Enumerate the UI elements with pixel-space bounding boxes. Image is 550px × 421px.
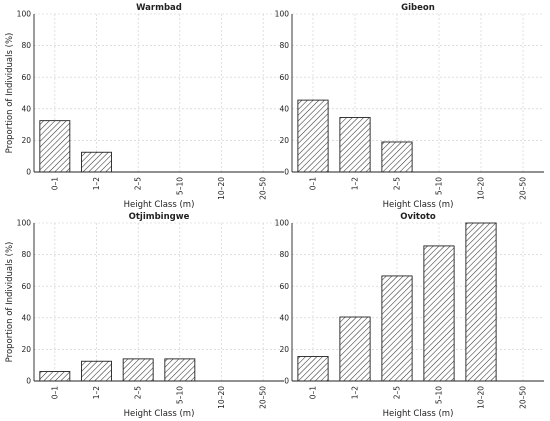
y-tick-label: 20	[279, 345, 289, 354]
y-tick-label: 80	[279, 250, 289, 259]
x-tick-label: 5–10	[435, 177, 444, 195]
y-tick-label: 40	[21, 104, 31, 113]
y-tick-label: 0	[284, 377, 289, 386]
x-tick-label: 10–20	[477, 177, 486, 200]
y-tick-label: 20	[21, 136, 31, 145]
bar	[297, 99, 329, 173]
bar	[81, 151, 112, 173]
chart-title: Otjimbingwe	[129, 212, 190, 222]
bar	[39, 120, 71, 173]
x-axis-label: Height Class (m)	[124, 409, 195, 419]
y-tick-label: 60	[279, 282, 289, 291]
y-tick-label: 60	[21, 282, 31, 291]
chart-panel: 0 20 40 60 80 100 0–1 1–2 2–5 5–10 10–20 20–50 Ovito…	[275, 212, 544, 419]
x-axis-label: Height Class (m)	[383, 200, 454, 210]
bar	[122, 358, 154, 382]
y-tick-label: 100	[275, 10, 290, 19]
y-tick-label: 100	[17, 10, 32, 19]
x-tick-label: 2–5	[134, 386, 143, 400]
x-tick-label: 20–50	[259, 177, 268, 200]
x-tick-label: 5–10	[175, 177, 184, 195]
x-tick-label: 5–10	[435, 386, 444, 404]
chart-title: Ovitoto	[400, 212, 436, 222]
y-tick-label: 40	[279, 313, 289, 322]
x-axis-label: Height Class (m)	[124, 200, 195, 210]
y-axis-label: Proportion of Individuals (%)	[5, 242, 15, 363]
y-tick-label: 60	[21, 73, 31, 82]
y-tick-label: 40	[21, 313, 31, 322]
x-tick-label: 10–20	[477, 386, 486, 409]
bar	[339, 117, 371, 173]
x-tick-label: 0–1	[309, 386, 318, 400]
x-tick-label: 10–20	[217, 386, 226, 409]
x-tick-label: 20–50	[259, 386, 268, 409]
x-tick-label: 10–20	[217, 177, 226, 200]
y-tick-label: 80	[21, 41, 31, 50]
y-tick-label: 0	[26, 168, 31, 177]
y-tick-label: 0	[26, 377, 31, 386]
x-tick-label: 1–2	[92, 386, 101, 400]
x-tick-label: 20–50	[519, 177, 528, 200]
x-tick-label: 0–1	[309, 177, 318, 191]
y-axis-label: Proportion of Individuals (%)	[5, 33, 15, 154]
chart-title: Warmbad	[136, 3, 182, 13]
bar	[39, 371, 71, 382]
chart-panel: 0 20 40 60 80 100 0–1 1–2 2–5 5–10 10–20 20–50 Otjim…	[5, 212, 284, 419]
x-tick-label: 1–2	[351, 177, 360, 191]
x-tick-label: 0–1	[50, 177, 59, 191]
bar	[465, 222, 497, 382]
y-tick-label: 100	[17, 219, 32, 228]
x-tick-label: 2–5	[134, 177, 143, 191]
y-tick-label: 20	[21, 345, 31, 354]
x-tick-label: 0–1	[50, 386, 59, 400]
y-tick-label: 100	[275, 219, 290, 228]
x-axis-label: Height Class (m)	[383, 409, 454, 419]
x-tick-label: 1–2	[92, 177, 101, 191]
bar	[164, 358, 196, 382]
bar	[81, 360, 112, 382]
y-tick-label: 80	[21, 250, 31, 259]
y-tick-label: 0	[284, 168, 289, 177]
x-tick-label: 2–5	[393, 177, 402, 191]
y-tick-label: 40	[279, 104, 289, 113]
bar	[423, 245, 455, 382]
chart-title: Gibeon	[401, 3, 435, 13]
x-tick-label: 20–50	[519, 386, 528, 409]
bar	[297, 356, 329, 382]
bar	[339, 316, 371, 382]
y-tick-label: 80	[279, 41, 289, 50]
x-tick-label: 1–2	[351, 386, 360, 400]
y-tick-label: 60	[279, 73, 289, 82]
chart-panel: 0 20 40 60 80 100 0–1 1–2 2–5 5–10 10–20 20–50 Gibeo…	[275, 3, 544, 210]
chart-panel: 0 20 40 60 80 100 0–1 1–2 2–5 5–10 10–20 20–50 Warmb…	[5, 3, 284, 210]
bar	[381, 275, 413, 382]
x-tick-label: 5–10	[175, 386, 184, 404]
bar	[381, 141, 413, 173]
x-tick-label: 2–5	[393, 386, 402, 400]
y-tick-label: 20	[279, 136, 289, 145]
